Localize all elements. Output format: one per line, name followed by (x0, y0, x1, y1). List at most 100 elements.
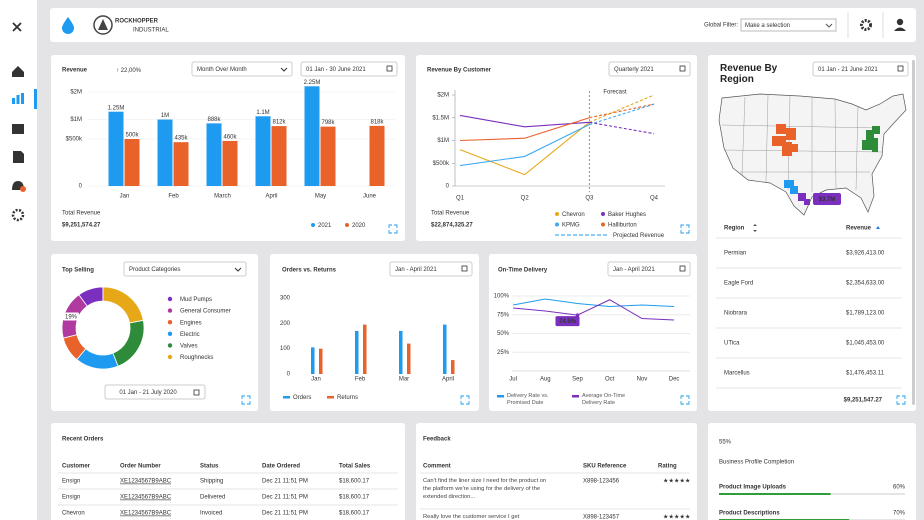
global-filter-select[interactable] (740, 18, 837, 32)
expand-icon[interactable] (896, 395, 906, 405)
total-label: Total Revenue (431, 211, 470, 217)
series-line (513, 298, 675, 308)
legend-swatch (167, 296, 173, 302)
settings-button[interactable] (860, 19, 872, 31)
document-icon[interactable] (13, 151, 24, 163)
legend-label: Average On-Time Delivery Rate (582, 393, 626, 406)
projected-line (589, 121, 655, 135)
cell: Dec 21 11:51 PM (262, 495, 308, 501)
dropdown[interactable] (607, 261, 691, 277)
y-tick-label: 75% (497, 312, 510, 318)
dropdown[interactable] (191, 61, 293, 77)
close-icon[interactable] (12, 22, 22, 32)
x-tick-label: Jan (311, 377, 321, 383)
bar-value-label: 1.1M (256, 110, 269, 116)
region-revenue: $3,926,413.00 (846, 251, 885, 257)
filter-label: Global Filter: (704, 23, 738, 29)
expand-icon[interactable] (680, 395, 690, 405)
cell: $18,600.17 (339, 479, 370, 485)
date-label: 01 Jan - 21 July 2020 (119, 390, 177, 396)
x-tick-label: April (265, 194, 277, 200)
calendar-icon (193, 389, 200, 396)
progress-fill (719, 493, 831, 495)
column-header: Revenue (846, 226, 872, 232)
total-value: $22,874,325.27 (431, 223, 473, 229)
cell[interactable]: XE1234567B9ABC (120, 511, 172, 517)
cell: $18,600.17 (339, 495, 370, 501)
company-logo (93, 15, 113, 35)
x-tick-label: Nov (637, 377, 648, 383)
bar (304, 86, 320, 186)
legend-swatch (327, 396, 334, 399)
select-chevron (825, 23, 833, 28)
dropdown[interactable] (608, 61, 691, 77)
scrollbar[interactable] (912, 60, 915, 405)
expand-icon[interactable] (388, 224, 398, 234)
card-title: Feedback (423, 437, 451, 443)
cell[interactable]: XE1234567B9ABC (120, 495, 172, 501)
star: ★ (680, 478, 685, 485)
bar-value-label: 500k (125, 133, 139, 139)
bar (355, 330, 359, 374)
bar-value-label: 2.25M (304, 80, 321, 86)
active-indicator (34, 89, 37, 109)
bar-value-label: 818k (370, 119, 384, 125)
date-box[interactable] (104, 384, 206, 400)
legend-swatch (167, 320, 173, 325)
dropdown[interactable] (812, 61, 909, 77)
item-percent: 60% (893, 485, 906, 491)
column-header: Order Number (120, 464, 161, 470)
legend-swatch (601, 212, 605, 216)
legend-label: Valves (180, 343, 198, 349)
rating-stars: ★ ★ ★ ★ ★ (663, 514, 690, 520)
x-tick-label: Feb (355, 377, 366, 383)
cell[interactable]: XE1234567B9ABC (120, 479, 172, 485)
x-tick-label: Mar (399, 377, 409, 383)
column-header: Comment (423, 464, 451, 470)
home-icon[interactable] (12, 66, 24, 77)
dropdown-label: 01 Jan - 30 June 2021 (306, 67, 366, 73)
expand-icon[interactable] (680, 224, 690, 234)
dropdown[interactable] (123, 261, 247, 277)
y-tick-label: 100 (280, 346, 291, 352)
analytics-icon[interactable] (12, 93, 24, 104)
column-header: Rating (658, 464, 677, 470)
y-tick-label: $1M (70, 117, 82, 123)
region-revenue: $2,354,633.00 (846, 281, 885, 287)
region-name: Niobrara (724, 311, 748, 317)
expand-icon[interactable] (460, 395, 470, 405)
legend-label: 2021 (318, 223, 332, 229)
value-label-box (555, 316, 580, 327)
cell: Shipping (200, 479, 223, 485)
region-revenue: $1,789,123.00 (846, 311, 885, 317)
chevron-icon (234, 267, 242, 272)
legend-label: Roughnecks (180, 355, 213, 361)
dropdown-label: Quarterly 2021 (614, 67, 654, 73)
bar (319, 348, 323, 374)
inbox-icon[interactable] (12, 124, 24, 134)
bar (320, 126, 336, 186)
x-tick-label: June (363, 194, 377, 200)
y-tick-label: 0 (287, 372, 291, 378)
settings-icon[interactable] (11, 208, 25, 222)
header-bar (50, 8, 916, 42)
dropdown[interactable] (300, 61, 398, 77)
user-button[interactable] (894, 18, 906, 31)
customer-card (416, 55, 697, 241)
cell: Ensign (62, 479, 80, 485)
expand-icon[interactable] (241, 395, 251, 405)
sku: X898-123457 (583, 515, 620, 520)
column-header: Date Ordered (262, 464, 300, 470)
bar (124, 139, 140, 186)
x-tick-label: Oct (605, 377, 615, 383)
total-value: $9,251,574.27 (62, 223, 101, 229)
y-tick-label: 25% (497, 350, 510, 356)
item-name: Product Descriptions (719, 511, 780, 517)
comment: Really love the customer service I get (423, 514, 520, 520)
dropdown[interactable] (389, 261, 473, 277)
legend-swatch (572, 395, 579, 398)
region-name: Permian (724, 251, 746, 257)
projected-line (589, 103, 655, 126)
